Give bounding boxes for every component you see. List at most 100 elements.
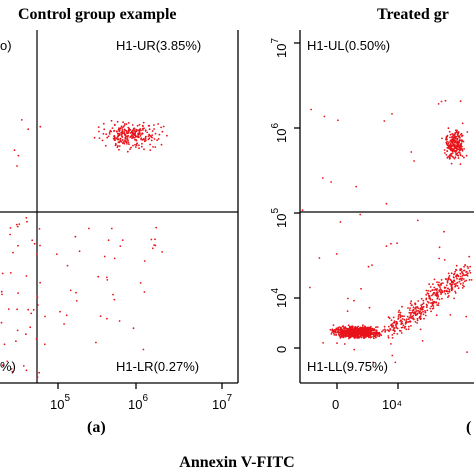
plot-b-point [366,327,368,330]
plot-a-point [125,123,128,125]
plot-b-point [440,279,443,281]
plot-b-point [387,325,390,328]
plot-a-point [35,253,38,256]
plot-b-point [449,155,451,157]
plot-a-point [43,343,46,346]
plot-b-point [354,326,357,329]
plot-b-point [396,333,399,335]
plot-a-point [38,371,40,374]
plot-a-point [123,132,126,135]
plot-b-point [457,274,460,277]
plot-a-point [122,121,124,124]
plot-a-point [27,308,30,311]
plot-b-point [332,324,335,326]
plot-b-point [391,113,393,115]
plot-b-point [435,314,438,317]
plot-a-point [16,308,18,311]
plot-a-point [155,226,158,229]
plot-b-point [455,137,458,140]
plot-a-point [116,146,119,149]
plot-b-point [381,330,383,333]
plot-a-point [143,140,146,143]
plot-a-point [151,134,154,137]
plot-a-point [36,376,39,378]
plot-b-point [444,138,447,141]
plot-b-point [458,280,461,283]
plot-a-point [20,119,23,121]
plot-b-point [429,299,432,301]
plot-b-point [437,103,440,105]
plot-b-point [430,310,432,313]
plot-b-point [350,328,353,331]
plot-b-point [453,141,456,144]
plot-b-point [421,340,424,342]
plot-b-point [364,325,366,328]
plot-b-point [399,311,402,314]
plot-b-point [422,299,425,302]
plot-b-point [463,265,465,268]
plot-b-point [341,332,343,335]
plot-a-point [120,133,123,136]
plot-b-point [452,273,455,276]
plot-a-point [98,137,101,140]
plot-a-point [113,298,116,301]
plot-a-point [116,138,118,140]
plot-b-point [346,328,348,330]
plot-b-point [447,296,449,299]
plot-b-point [420,313,422,315]
plot-b-point [342,335,345,338]
plot-a-point [143,148,145,151]
plot-b-point [339,221,342,223]
plot-a-point [135,128,138,131]
plot-a-point [153,124,155,126]
plot-a-x-ticks: 105 106 107 [50,383,232,412]
plot-b-point [450,162,453,165]
plot-b-point [310,108,312,111]
plot-a-point [39,244,41,247]
plot-b-point [369,325,372,328]
plot-b-point [397,317,400,319]
plot-b-point [455,129,458,132]
plot-b-point [461,155,464,158]
plot-b-point [333,328,336,331]
plot-b-point [468,279,471,281]
plot-a-point [116,120,119,123]
plot-b-point [416,219,419,222]
plot-b-point [459,275,462,278]
plot-a-point [59,310,61,313]
plot-b-point [433,278,436,281]
plot-b-point [369,333,372,336]
plot-b-point [348,336,351,339]
plot-b-point [405,328,408,331]
plot-b-point [460,278,463,281]
chart-title-a: Control group example [18,6,177,23]
plot-b-point [452,281,455,284]
plot-b-point [464,264,466,266]
plot-b-point [446,146,449,149]
plot-a-point [107,239,110,242]
plot-b-point [398,309,401,312]
plot-b-point [454,292,457,294]
plot-b-point [446,150,448,152]
plot-b-point [363,327,366,330]
plot-b-point [390,343,392,345]
plot-b-point [445,154,448,156]
plot-a-point [134,134,137,137]
plot-a-point [142,127,144,130]
plot-b-point [400,326,403,329]
plot-a-point [148,134,151,137]
plot-b-point [410,325,412,327]
plot-a-point [156,139,159,142]
plot-b-point [346,330,348,333]
plot-b-point [359,213,362,216]
plot-b-point [454,131,457,134]
plot-b-point [332,329,335,332]
plot-b-point [448,290,451,293]
plot-b-point [458,149,461,152]
chart-title-b: Treated gr [377,6,449,23]
plot-b-point [453,297,455,300]
plot-b-point [426,309,429,312]
plot-b-point [454,150,457,153]
plot-b-point [415,308,417,310]
plot-b-point [419,328,422,331]
